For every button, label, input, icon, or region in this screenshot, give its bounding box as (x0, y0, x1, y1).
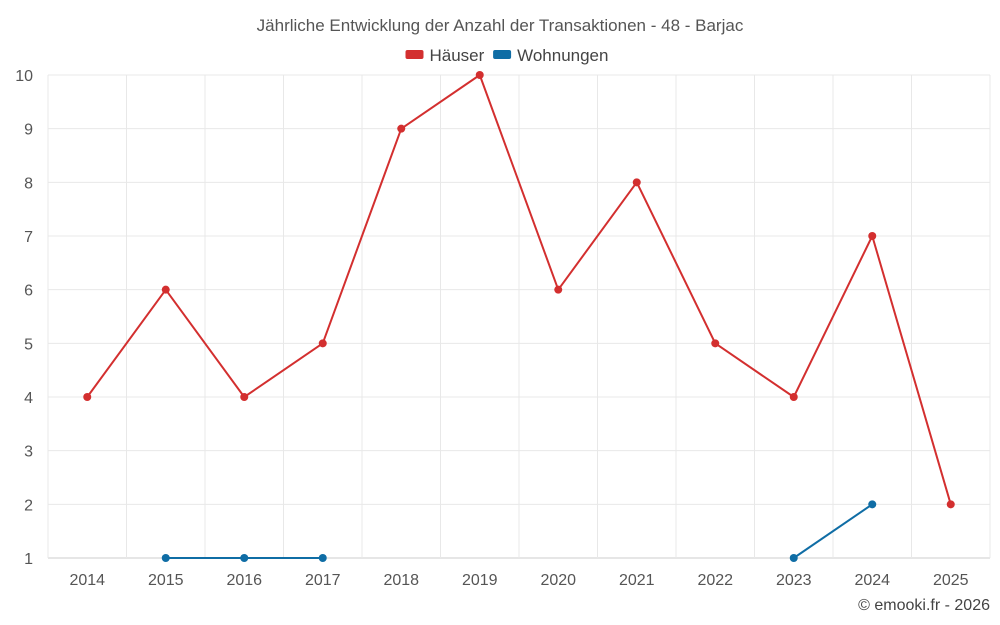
y-tick-label: 7 (24, 229, 33, 246)
y-tick-label: 1 (24, 551, 33, 568)
y-tick-label: 10 (15, 68, 33, 85)
x-tick-label: 2025 (933, 572, 969, 589)
legend-swatch (493, 50, 512, 59)
y-tick-label: 9 (24, 122, 33, 139)
data-point[interactable] (240, 554, 249, 562)
data-point[interactable] (711, 339, 720, 348)
data-point[interactable] (554, 285, 563, 294)
data-point[interactable] (161, 554, 170, 562)
y-tick-label: 5 (24, 336, 33, 353)
data-point[interactable] (318, 554, 327, 562)
credit-text: © emooki.fr - 2026 (858, 597, 990, 614)
x-tick-label: 2014 (69, 572, 105, 589)
x-tick-label: 2021 (619, 572, 655, 589)
x-tick-label: 2017 (305, 572, 341, 589)
legend-swatch (405, 50, 424, 59)
legend-item[interactable]: Wohnungen (493, 46, 608, 65)
grid (47, 74, 991, 559)
x-tick-label: 2016 (226, 572, 262, 589)
x-tick-label: 2020 (540, 572, 576, 589)
series-line (793, 503, 873, 559)
data-point[interactable] (789, 554, 798, 562)
chart-title: Jährliche Entwicklung der Anzahl der Tra… (257, 16, 744, 35)
data-point[interactable] (946, 500, 955, 509)
y-tick-label: 3 (24, 444, 33, 461)
data-point[interactable] (868, 232, 877, 240)
x-tick-label: 2018 (383, 572, 419, 589)
data-point[interactable] (83, 393, 92, 401)
data-point[interactable] (475, 71, 484, 79)
data-point[interactable] (240, 393, 249, 401)
x-tick-label: 2023 (776, 572, 812, 589)
y-axis-ticks: 1 2 3 4 5 6 7 8 9 10 (15, 68, 33, 568)
series-line (86, 74, 952, 505)
legend-label: Wohnungen (517, 46, 608, 65)
series-group (83, 71, 955, 562)
legend: Häuser Wohnungen (405, 46, 608, 65)
x-tick-label: 2019 (462, 572, 498, 589)
y-tick-label: 6 (24, 283, 33, 300)
x-tick-label: 2022 (697, 572, 733, 589)
legend-item[interactable]: Häuser (405, 46, 485, 65)
data-point[interactable] (318, 339, 327, 348)
y-tick-label: 2 (24, 497, 33, 514)
data-point[interactable] (789, 393, 798, 401)
legend-label: Häuser (430, 46, 485, 65)
data-point[interactable] (397, 124, 406, 133)
y-tick-label: 4 (24, 390, 33, 407)
series-0 (83, 71, 955, 509)
x-axis-ticks: 2014 2015 2016 2017 2018 2019 2020 2021 2022 2023… (69, 572, 968, 589)
x-tick-label: 2015 (148, 572, 184, 589)
data-point[interactable] (161, 285, 170, 294)
series-1 (161, 500, 877, 562)
data-point[interactable] (632, 178, 641, 187)
x-tick-label: 2024 (854, 572, 890, 589)
data-point[interactable] (868, 500, 877, 509)
y-tick-label: 8 (24, 175, 33, 192)
